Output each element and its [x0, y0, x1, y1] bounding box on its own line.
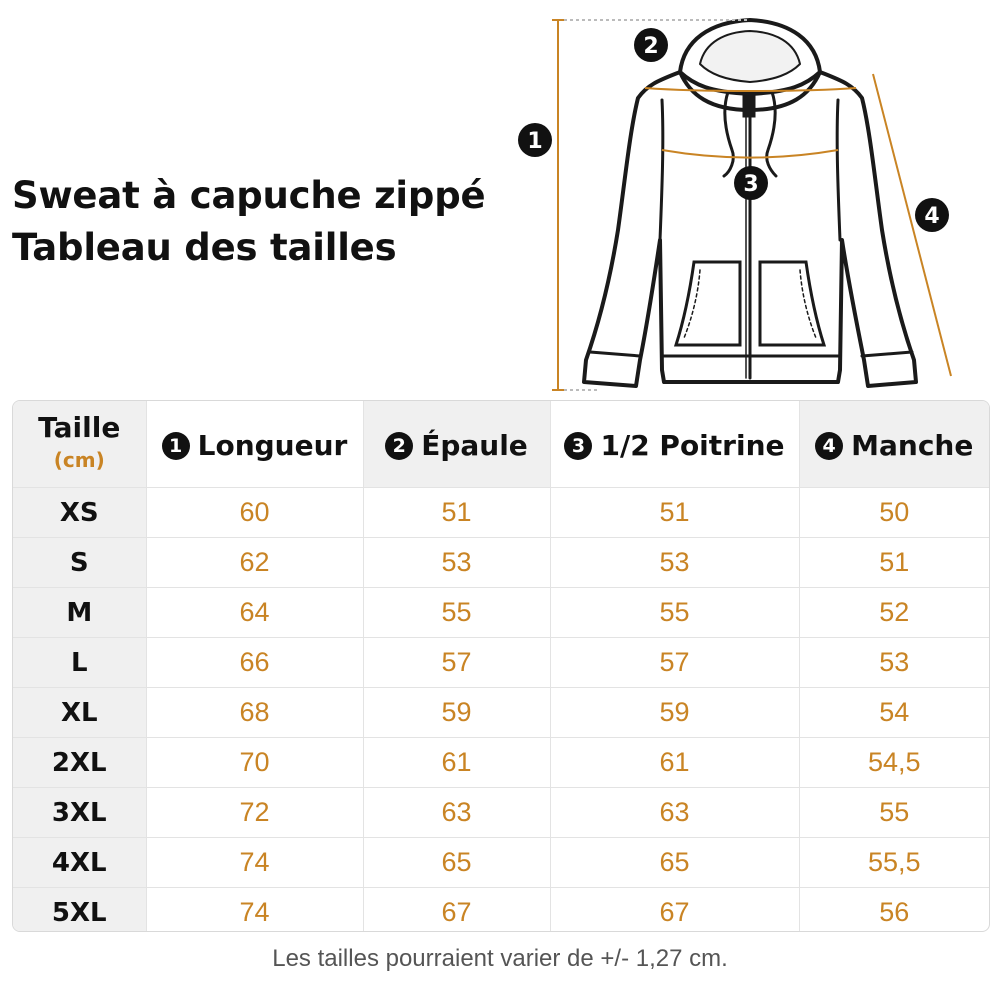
size-chart-table: Taille (cm) 1 Longueur 2 Épaule	[12, 400, 990, 932]
measurement-cell: 53	[550, 537, 800, 588]
column-header-label: 1/2 Poitrine	[600, 429, 785, 463]
size-cell: 2XL	[13, 737, 147, 788]
measurement-cell: 55	[363, 587, 551, 638]
table-row: M 64 55 55 52	[13, 587, 989, 638]
measurement-cell: 57	[363, 637, 551, 688]
table-row: XS 60 51 51 50	[13, 487, 989, 538]
measurement-cell: 63	[550, 787, 800, 838]
measurement-cell: 63	[363, 787, 551, 838]
measurement-cell: 70	[146, 737, 364, 788]
table-header-row: Taille (cm) 1 Longueur 2 Épaule	[13, 401, 989, 488]
measurement-cell: 50	[799, 487, 989, 538]
table-row: L 66 57 57 53	[13, 637, 989, 688]
measurement-cell: 74	[146, 837, 364, 888]
measurement-lines	[552, 19, 952, 391]
measurement-cell: 67	[550, 887, 800, 931]
measurement-cell: 66	[146, 637, 364, 688]
svg-text:2: 2	[643, 34, 658, 59]
number-2-icon: 2	[385, 431, 414, 460]
measurement-cell: 65	[550, 837, 800, 888]
measurement-cell: 61	[550, 737, 800, 788]
chest-line	[661, 149, 839, 159]
table-row: 5XL 74 67 67 56	[13, 887, 989, 931]
sleeve-line	[872, 73, 952, 377]
measurement-cell: 68	[146, 687, 364, 738]
svg-text:4: 4	[924, 204, 939, 229]
column-header-label: Épaule	[421, 429, 528, 463]
sleeve-column-header: 4 Manche	[799, 401, 989, 488]
marker-4: 4	[915, 198, 949, 232]
number-1-icon: 1	[161, 431, 190, 460]
column-header-label: Manche	[851, 429, 974, 463]
measurement-cell: 53	[799, 637, 989, 688]
shoulder-column-header: 2 Épaule	[363, 401, 551, 488]
svg-text:3: 3	[743, 172, 758, 197]
number-4-icon: 4	[815, 431, 844, 460]
table-row: 4XL 74 65 65 55,5	[13, 837, 989, 888]
measurement-cell: 55	[550, 587, 800, 638]
hoodie-measurement-diagram: 1 2 3 4	[518, 18, 952, 391]
size-cell: S	[13, 537, 147, 588]
measurement-cell: 59	[363, 687, 551, 738]
size-header-unit: (cm)	[53, 448, 105, 472]
size-cell: XL	[13, 687, 147, 738]
number-3-icon: 3	[564, 431, 593, 460]
measurement-cell: 56	[799, 887, 989, 931]
measurement-cell: 54	[799, 687, 989, 738]
measurement-cell: 51	[363, 487, 551, 538]
measurement-cell: 72	[146, 787, 364, 838]
measurement-cell: 53	[363, 537, 551, 588]
measurement-cell: 51	[799, 537, 989, 588]
measurement-cell: 64	[146, 587, 364, 638]
size-header-label: Taille	[38, 411, 121, 444]
length-column-header: 1 Longueur	[146, 401, 364, 488]
marker-1: 1	[518, 123, 552, 157]
measurement-cell: 65	[363, 837, 551, 888]
measurement-cell: 60	[146, 487, 364, 538]
table-row: 3XL 72 63 63 55	[13, 787, 989, 838]
size-cell: XS	[13, 487, 147, 538]
size-cell: 5XL	[13, 887, 147, 931]
title-line-2: Tableau des tailles	[12, 226, 397, 269]
svg-text:1: 1	[527, 129, 542, 154]
table-row: S 62 53 53 51	[13, 537, 989, 588]
marker-3: 3	[734, 166, 768, 200]
measurement-cell: 62	[146, 537, 364, 588]
size-column-header: Taille (cm)	[13, 401, 147, 488]
measurement-cell: 55,5	[799, 837, 989, 888]
table-row: XL 68 59 59 54	[13, 687, 989, 738]
measurement-cell: 59	[550, 687, 800, 738]
size-variation-note: Les tailles pourraient varier de +/- 1,2…	[272, 945, 728, 972]
measurement-cell: 74	[146, 887, 364, 931]
marker-2: 2	[634, 28, 668, 62]
measurement-cell: 67	[363, 887, 551, 931]
title-line-1: Sweat à capuche zippé	[12, 174, 486, 217]
size-cell: 3XL	[13, 787, 147, 838]
column-header-label: Longueur	[197, 429, 348, 463]
measurement-cell: 52	[799, 587, 989, 638]
measurement-cell: 57	[550, 637, 800, 688]
size-cell: M	[13, 587, 147, 638]
measurement-cell: 54,5	[799, 737, 989, 788]
measurement-cell: 55	[799, 787, 989, 838]
half-chest-column-header: 3 1/2 Poitrine	[550, 401, 800, 488]
size-cell: L	[13, 637, 147, 688]
measurement-cell: 51	[550, 487, 800, 538]
size-cell: 4XL	[13, 837, 147, 888]
table-row: 2XL 70 61 61 54,5	[13, 737, 989, 788]
shoulder-line	[644, 87, 857, 92]
measurement-cell: 61	[363, 737, 551, 788]
page-title: Sweat à capuche zippé Tableau des taille…	[12, 170, 486, 274]
